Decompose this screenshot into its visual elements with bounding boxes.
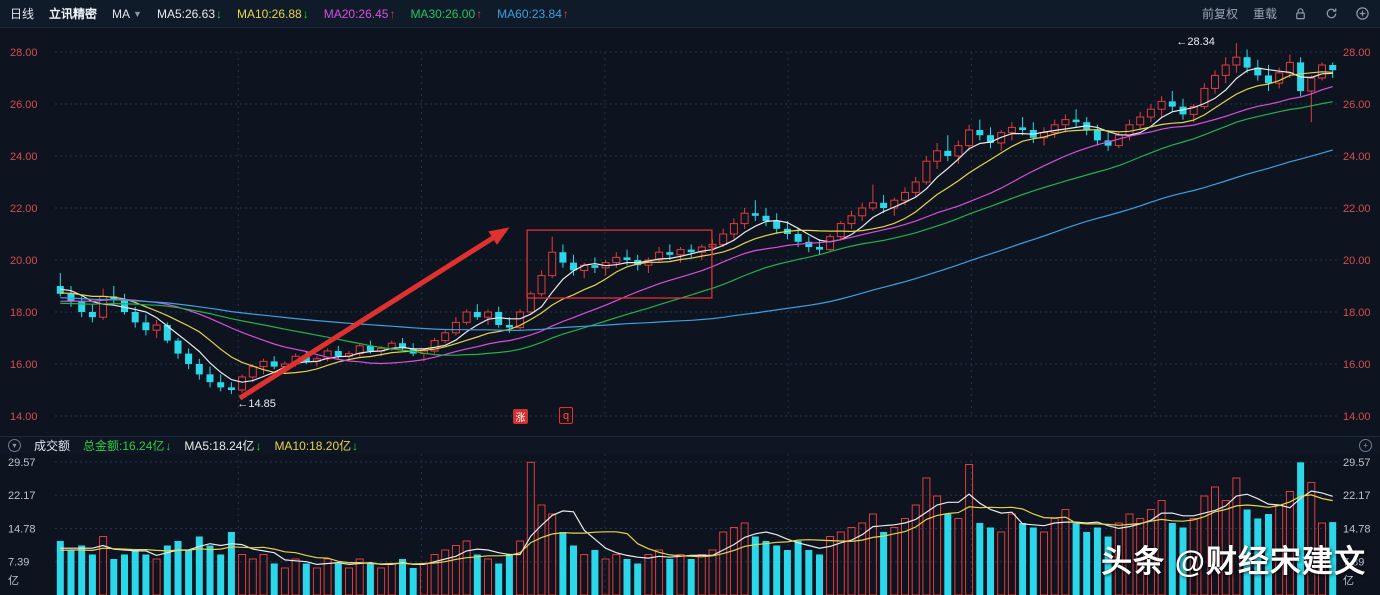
svg-text:28.00: 28.00 bbox=[1343, 47, 1371, 59]
svg-text:29.57: 29.57 bbox=[1343, 457, 1371, 469]
svg-text:14.78: 14.78 bbox=[8, 524, 36, 536]
event-badge-limit-up[interactable]: 涨 bbox=[513, 409, 528, 424]
symbol-name: 立讯精密 bbox=[49, 7, 98, 21]
svg-text:16.00: 16.00 bbox=[1343, 359, 1371, 371]
ma5-trend-arrow-icon: ↓ bbox=[216, 6, 222, 21]
ma20-value: MA20:26.45 bbox=[323, 6, 389, 21]
ma60-trend-arrow-icon: ↑ bbox=[562, 6, 569, 21]
ma5-value: MA5:26.63 bbox=[156, 6, 215, 21]
ma30-readout: MA30:26.00 ↑ bbox=[410, 7, 482, 21]
ma10-readout: MA10:26.88 ↓ bbox=[237, 7, 309, 21]
svg-text:14.78: 14.78 bbox=[1343, 524, 1371, 536]
add-pane-icon[interactable]: + bbox=[1359, 439, 1372, 452]
svg-text:24.00: 24.00 bbox=[10, 151, 38, 163]
ma20-readout: MA20:26.45 ↑ bbox=[324, 7, 396, 21]
svg-text:26.00: 26.00 bbox=[1343, 99, 1371, 111]
volume-chart[interactable]: 29.57 29.57 22.17 22.17 14.78 14.78 7.39 7.39 亿 亿 bbox=[0, 454, 1380, 595]
ma60-value: MA60:23.84 bbox=[497, 6, 562, 21]
chevron-down-icon: ▼ bbox=[133, 8, 142, 19]
svg-text:14.00: 14.00 bbox=[1343, 411, 1371, 423]
ma30-trend-arrow-icon: ↑ bbox=[476, 6, 483, 21]
turnover-ma10-value: MA10:18.20亿 bbox=[274, 439, 352, 453]
add-indicator-icon[interactable] bbox=[1354, 6, 1370, 22]
ma30-value: MA30:26.00 bbox=[410, 6, 476, 21]
svg-text:20.00: 20.00 bbox=[1343, 255, 1371, 267]
turnover-total-readout: 总金额:16.24亿 ↓ bbox=[83, 437, 171, 454]
refresh-icon[interactable] bbox=[1323, 6, 1339, 22]
svg-text:7.39: 7.39 bbox=[1343, 557, 1364, 569]
svg-text:28.00: 28.00 bbox=[10, 47, 38, 59]
svg-text:←14.85: ←14.85 bbox=[237, 398, 276, 410]
period-selector[interactable]: 日线 bbox=[10, 7, 35, 21]
ma10-value: MA10:26.88 bbox=[237, 6, 302, 21]
ma-selector-label: MA bbox=[112, 6, 131, 21]
svg-text:亿: 亿 bbox=[1343, 574, 1354, 587]
turnover-total-value: 总金额:16.24亿 bbox=[83, 439, 165, 453]
svg-text:22.00: 22.00 bbox=[10, 203, 38, 215]
event-badge-q[interactable]: q bbox=[559, 407, 573, 424]
turnover-ma10-arrow-icon: ↓ bbox=[352, 438, 359, 453]
adjust-mode-button[interactable]: 前复权 bbox=[1201, 7, 1238, 21]
ma10-trend-arrow-icon: ↓ bbox=[302, 6, 309, 21]
turnover-ma5-readout: MA5:18.24亿 ↓ bbox=[184, 437, 261, 454]
watermark: 头条 @财经宋建文 bbox=[1101, 544, 1366, 579]
svg-text:22.17: 22.17 bbox=[1343, 490, 1371, 502]
ma20-trend-arrow-icon: ↑ bbox=[389, 6, 396, 21]
candlestick-chart[interactable]: 28.00 28.00 26.00 26.00 24.00 24.00 22.00 22.00… bbox=[0, 28, 1380, 436]
svg-text:20.00: 20.00 bbox=[10, 255, 38, 267]
svg-text:24.00: 24.00 bbox=[1343, 151, 1371, 163]
svg-text:18.00: 18.00 bbox=[1343, 307, 1371, 319]
svg-text:22.17: 22.17 bbox=[8, 490, 36, 502]
svg-text:亿: 亿 bbox=[8, 574, 19, 587]
volume-header: ▾ 成交额 总金额:16.24亿 ↓ MA5:18.24亿 ↓ MA10:18.… bbox=[0, 436, 1380, 454]
toolbar: 日线 立讯精密 MA ▼ MA5:26.63 ↓ MA10:26.88 ↓ MA… bbox=[0, 0, 1380, 28]
svg-text:←28.34: ←28.34 bbox=[1176, 36, 1215, 48]
svg-text:26.00: 26.00 bbox=[10, 99, 38, 111]
svg-text:29.57: 29.57 bbox=[8, 457, 36, 469]
ma-indicator-selector[interactable]: MA ▼ bbox=[112, 7, 142, 21]
indicator-collapse-icon[interactable]: ▾ bbox=[8, 439, 21, 452]
ma5-readout: MA5:26.63 ↓ bbox=[157, 7, 222, 21]
svg-text:14.00: 14.00 bbox=[10, 411, 38, 423]
svg-text:22.00: 22.00 bbox=[1343, 203, 1371, 215]
turnover-ma10-readout: MA10:18.20亿 ↓ bbox=[274, 437, 358, 454]
svg-text:18.00: 18.00 bbox=[10, 307, 38, 319]
svg-text:7.39: 7.39 bbox=[8, 557, 29, 569]
svg-text:16.00: 16.00 bbox=[10, 359, 38, 371]
reload-button[interactable]: 重载 bbox=[1252, 7, 1277, 21]
indicator-name[interactable]: 成交额 bbox=[34, 439, 71, 453]
turnover-ma5-value: MA5:18.24亿 bbox=[184, 439, 255, 453]
ma60-readout: MA60:23.84 ↑ bbox=[497, 7, 569, 21]
lock-icon[interactable] bbox=[1292, 6, 1308, 22]
turnover-total-arrow-icon: ↓ bbox=[165, 438, 172, 453]
turnover-ma5-arrow-icon: ↓ bbox=[255, 438, 262, 453]
